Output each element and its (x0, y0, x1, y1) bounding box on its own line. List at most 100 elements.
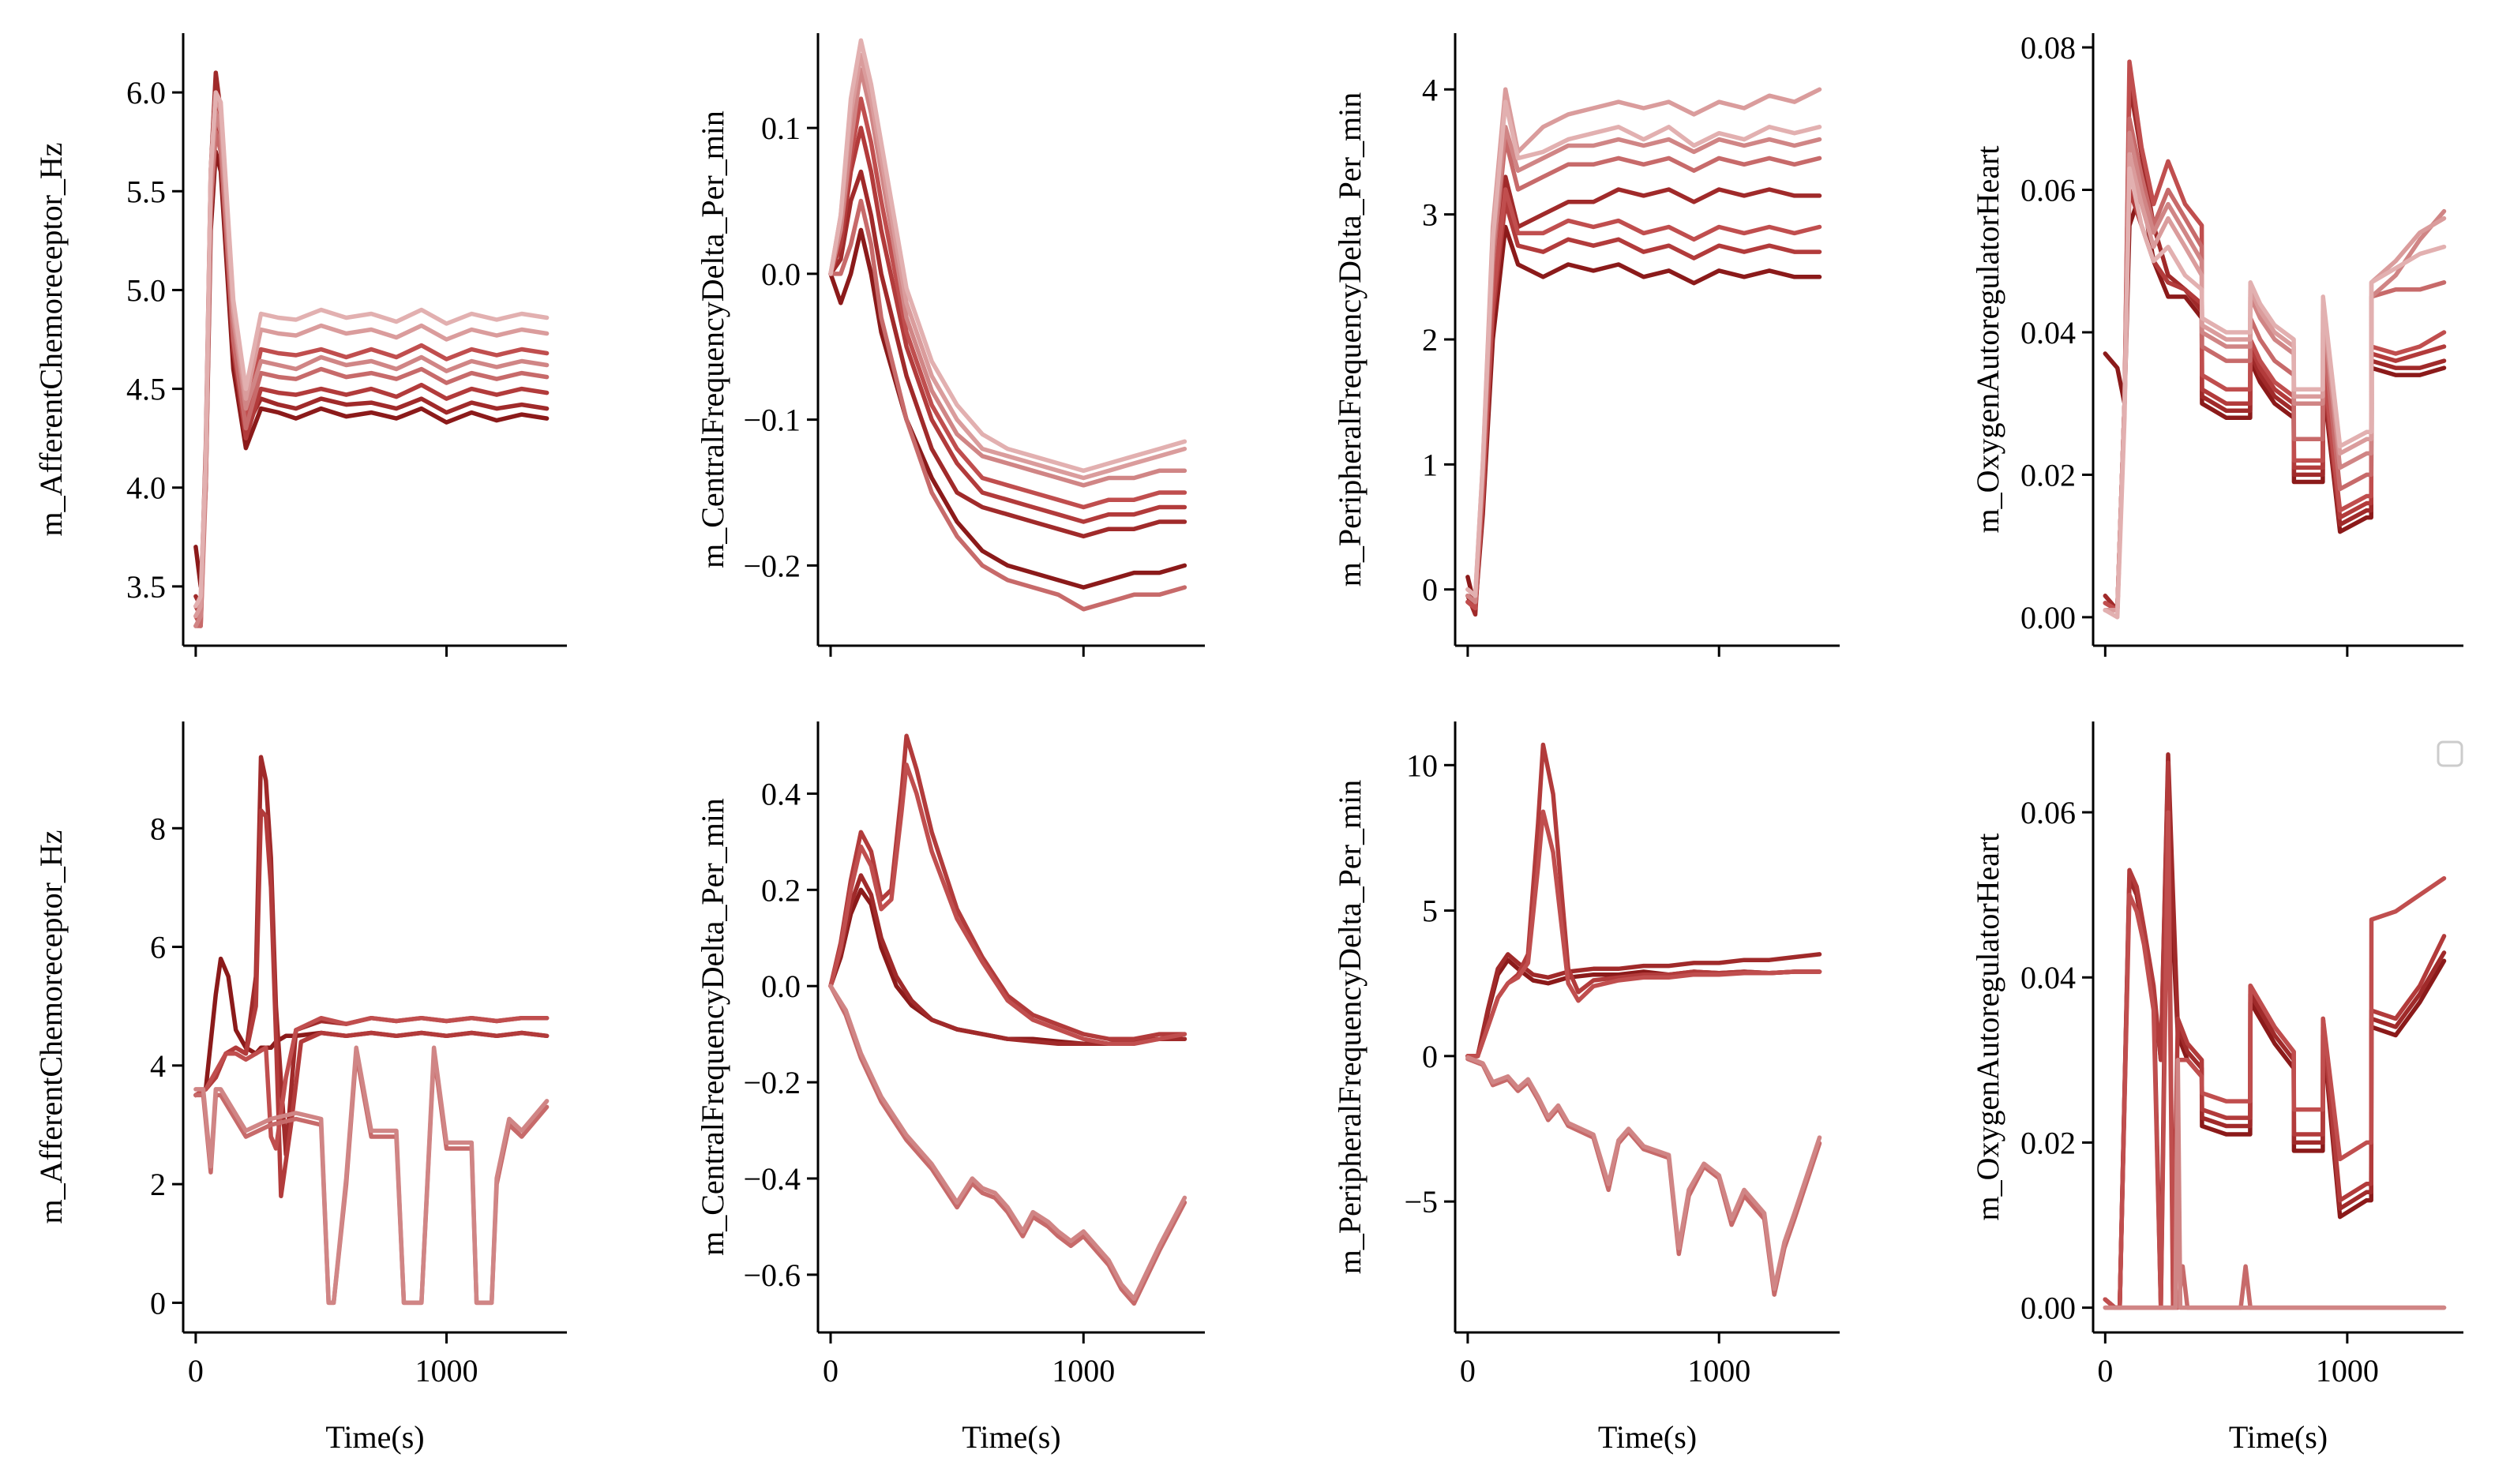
y-tick-label: 0.08 (2020, 30, 2076, 66)
series-line-run-7 (828, 52, 1187, 481)
y-tick-label: −0.6 (743, 1257, 801, 1293)
x-axis-label: Time(s) (2229, 1419, 2328, 1455)
x-tick-label: 1000 (415, 1353, 478, 1388)
x-tick-label: 1000 (1687, 1353, 1750, 1388)
series-line-run-8 (828, 38, 1187, 474)
series-line-run-4 (193, 1015, 550, 1151)
y-tick-label: 0 (1422, 1039, 1438, 1074)
y-tick-label: 8 (150, 811, 166, 846)
y-tick-label: 4 (1422, 72, 1438, 107)
y-tick-label: −0.2 (743, 1065, 801, 1100)
y-axis-label: m_AfferentChemoreceptor_Hz (33, 142, 69, 536)
y-tick-label: 0 (150, 1285, 166, 1321)
y-tick-label: 0.2 (761, 872, 801, 908)
series-line-run-5 (1465, 137, 1822, 605)
y-tick-label: 0.0 (761, 257, 801, 292)
series-line-run-5 (828, 984, 1187, 1306)
series-line-run-8 (193, 90, 550, 609)
series-line-run-3 (828, 733, 1187, 1041)
series-line-run-6 (2103, 1058, 2447, 1310)
y-tick-label: 4.5 (126, 372, 166, 407)
series-line-run-4 (828, 96, 1187, 510)
y-axis-label: m_OxygenAutoregulatorHeart (1970, 146, 2005, 534)
panel-top-central-frequency: −0.2 −0.1 0.0 0.1 m_CentralFrequencyDelta_Pe… (695, 33, 1205, 657)
series-line-run-6 (1465, 125, 1822, 605)
series-line-run-1 (1465, 224, 1822, 611)
y-axis-label: m_CentralFrequencyDelta_Per_min (695, 111, 730, 568)
y-tick-label: 5.5 (126, 174, 166, 209)
x-tick-label: 0 (2097, 1353, 2113, 1388)
y-tick-label: 4.0 (126, 470, 166, 506)
y-tick-label: 3.5 (126, 569, 166, 605)
y-tick-label: 0.1 (761, 111, 801, 146)
y-tick-label: 0.06 (2020, 795, 2076, 830)
series-line-run-6 (828, 67, 1187, 488)
series-line-run-5 (828, 198, 1187, 612)
series-line-run-4 (1465, 809, 1822, 1059)
x-tick-label: 0 (823, 1353, 839, 1388)
series-line-run-2 (2103, 81, 2447, 613)
legend-box (2437, 740, 2463, 767)
series-line-run-3 (2103, 760, 2447, 1310)
series-line-run-3 (193, 110, 550, 619)
y-axis-label: m_CentralFrequencyDelta_Per_min (695, 798, 730, 1256)
panel-top-peripheral-frequency: 0 1 2 3 4 m_PeripheralFrequencyDelta_Per_min (1332, 33, 1840, 657)
series-line-run-1 (828, 227, 1187, 590)
y-tick-label: −0.2 (743, 548, 801, 583)
y-axis-label: m_OxygenAutoregulatorHeart (1970, 834, 2005, 1221)
y-tick-label: 6 (150, 930, 166, 965)
panel-bottom-afferent-chemoreceptor: 0 2 4 6 8 0 1000 m_AfferentChemoreceptor_Hz Time… (33, 721, 567, 1455)
x-axis-label: Time(s) (962, 1419, 1060, 1455)
y-tick-label: 0.06 (2020, 173, 2076, 208)
series-line-run-2 (828, 169, 1187, 539)
y-tick-label: 2 (150, 1167, 166, 1202)
series-line-run-1 (828, 887, 1187, 1047)
y-tick-label: 0.02 (2020, 457, 2076, 493)
series-line-run-6 (2103, 130, 2447, 613)
y-tick-label: −5 (1404, 1184, 1438, 1220)
y-tick-label: 0.04 (2020, 315, 2076, 350)
x-tick-label: 0 (1460, 1353, 1476, 1388)
series-line-run-6 (193, 1045, 550, 1306)
y-tick-label: 0.00 (2020, 600, 2076, 635)
y-tick-label: 0.02 (2020, 1125, 2076, 1160)
series-line-run-3 (1465, 742, 1822, 1059)
series-line-run-4 (2103, 810, 2447, 1310)
y-tick-label: 5 (1422, 894, 1438, 929)
y-axis-label: m_PeripheralFrequencyDelta_Per_min (1332, 780, 1368, 1274)
y-tick-label: −0.1 (743, 403, 801, 438)
y-tick-label: 3 (1422, 197, 1438, 233)
series-line-run-5 (2103, 1264, 2447, 1310)
y-tick-label: 0 (1422, 572, 1438, 608)
panel-bottom-oxygen-autoregulator: 0.00 0.02 0.04 0.06 0 1000 m_OxygenAutoregulat… (1970, 721, 2463, 1455)
y-tick-label: 0.4 (761, 776, 801, 811)
y-tick-label: 0.00 (2020, 1291, 2076, 1326)
y-tick-label: −0.4 (743, 1161, 801, 1197)
x-tick-label: 1000 (1052, 1353, 1115, 1388)
series-line-run-2 (193, 70, 550, 609)
x-tick-label: 1000 (2316, 1353, 2379, 1388)
y-tick-label: 0.0 (761, 969, 801, 1004)
series-line-run-3 (828, 126, 1187, 524)
y-tick-label: 5.0 (126, 272, 166, 308)
x-axis-label: Time(s) (1598, 1419, 1697, 1455)
y-axis-label: m_PeripheralFrequencyDelta_Per_min (1332, 92, 1368, 586)
series-line-run-7 (2103, 152, 2447, 613)
y-tick-label: 2 (1422, 322, 1438, 358)
y-tick-label: 0.04 (2020, 960, 2076, 995)
series-line-run-8 (1465, 99, 1822, 598)
y-axis-label: m_AfferentChemoreceptor_Hz (33, 830, 69, 1224)
series-line-run-3 (1465, 200, 1822, 611)
x-axis-label: Time(s) (325, 1419, 424, 1455)
series-line-run-3 (193, 808, 550, 1198)
series-line-run-6 (828, 984, 1187, 1302)
series-line-run-2 (1465, 174, 1822, 617)
x-tick-label: 0 (188, 1353, 204, 1388)
y-tick-label: 4 (150, 1048, 166, 1084)
series-line-run-8 (2103, 166, 2447, 620)
panel-bottom-peripheral-frequency: −5 0 5 10 0 1000 m_PeripheralFrequencyDelta_Pe… (1332, 721, 1840, 1455)
series-line-run-4 (2103, 59, 2447, 613)
series-line-run-5 (1465, 1056, 1822, 1297)
series-line-run-2 (193, 755, 550, 1157)
